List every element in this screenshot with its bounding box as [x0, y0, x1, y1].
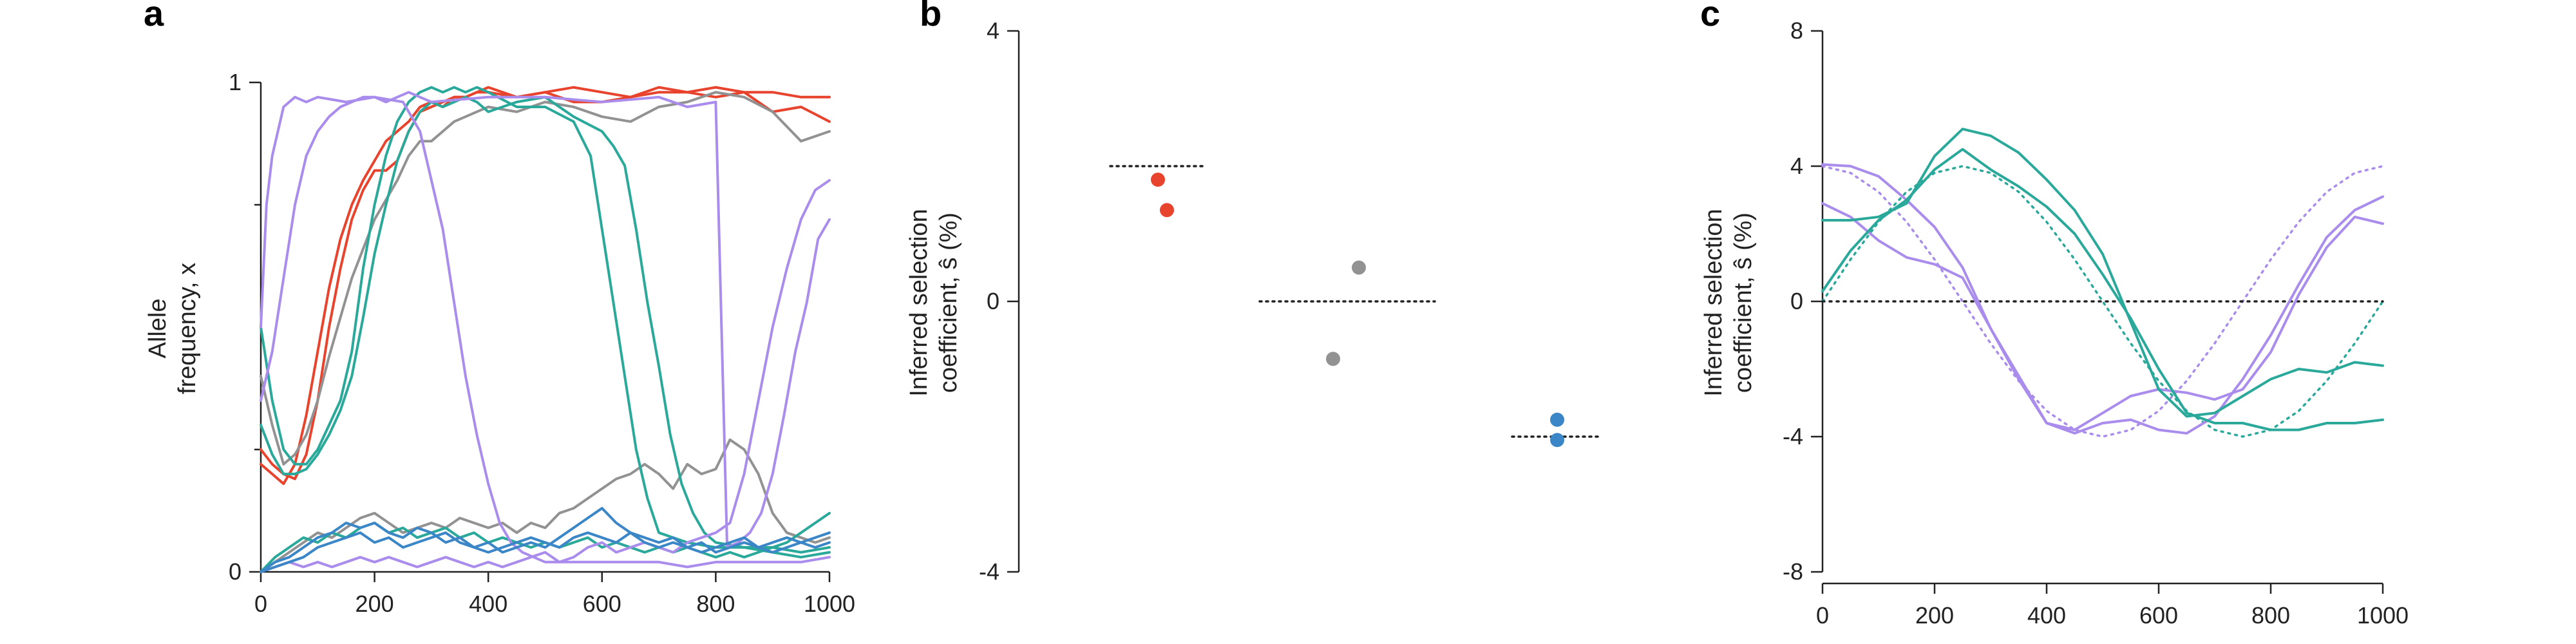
y-axis-title-line: Inferred selection [905, 209, 933, 397]
panel-c: c -8 -4 0 4 8 0 200 400 600 800 1000 Inferred select… [1700, 0, 2409, 629]
inferred-point-blue [1550, 412, 1564, 427]
x-tick-label: 400 [469, 591, 507, 617]
y-axis-title-line: coefficient, ŝ (%) [935, 213, 962, 393]
y-tick-label: -4 [979, 558, 999, 585]
inferred-point-blue [1550, 433, 1564, 448]
y-axis-title-line: Allele [144, 299, 171, 359]
series-line-blue [260, 507, 831, 573]
x-tick-label: 600 [2139, 602, 2178, 629]
inferred-point-gray [1352, 260, 1366, 275]
x-tick-label: 200 [1915, 602, 1954, 629]
inferred-point-red [1151, 173, 1165, 187]
reference-line-purple [1821, 165, 2384, 438]
series-line-teal [260, 86, 831, 559]
y-tick-label: 8 [1790, 17, 1803, 44]
x-tick-label: 800 [2251, 602, 2290, 629]
series-line-teal [260, 95, 831, 554]
y-axis-title: Inferred selection coefficient, ŝ (%) [905, 209, 962, 397]
x-tick-label: 200 [355, 591, 394, 617]
x-tick-label: 0 [1816, 602, 1829, 629]
y-tick-label: -8 [1783, 558, 1803, 585]
inferred-series-line-purple [1821, 163, 2384, 431]
y-tick-label: 4 [987, 17, 999, 44]
x-tick-label: 800 [696, 591, 735, 617]
x-tick-label: 1000 [804, 591, 855, 617]
y-axis-title-line: Inferred selection [1700, 209, 1727, 397]
panel-label: b [920, 0, 942, 33]
series-line-gray [260, 438, 831, 573]
x-tick-label: 1000 [2357, 602, 2409, 629]
series-line-gray [260, 91, 831, 466]
inferred-series-line-purple [1821, 195, 2384, 435]
y-tick-label: 4 [1790, 153, 1803, 179]
series-line-purple [260, 91, 831, 549]
y-tick-label: -4 [1783, 423, 1803, 450]
x-tick-label: 0 [254, 591, 267, 617]
series-line-purple [260, 179, 831, 573]
panel-label: a [144, 0, 164, 33]
y-axis-title: Allele frequency, x [144, 263, 201, 394]
series-line-red [260, 91, 831, 480]
inferred-point-gray [1326, 352, 1340, 366]
x-tick-label: 600 [583, 591, 621, 617]
y-tick-label: 0 [1790, 288, 1803, 314]
y-axis-title: Inferred selection coefficient, ŝ (%) [1700, 209, 1757, 397]
inferred-point-red [1160, 203, 1174, 218]
y-tick-label: 0 [229, 558, 242, 585]
y-axis-title-line: coefficient, ŝ (%) [1730, 213, 1757, 393]
series-line-red [260, 86, 831, 486]
inferred-series-line-teal [1821, 147, 2384, 431]
series-line-blue [260, 531, 831, 573]
y-axis-title-line: frequency, x [174, 263, 201, 394]
inferred-series-line-teal [1821, 128, 2384, 418]
panel-a: a 0 1 0 200 400 600 800 1000 Allele frequency, x [144, 0, 855, 617]
series-line-purple [260, 95, 831, 569]
panel-b: b -4 0 4 Inferred selection coefficient, ŝ (%… [905, 0, 1604, 585]
panel-label: c [1700, 0, 1720, 33]
x-tick-label: 400 [2027, 602, 2066, 629]
y-tick-label: 0 [987, 288, 999, 314]
y-tick-label: 1 [229, 69, 242, 95]
